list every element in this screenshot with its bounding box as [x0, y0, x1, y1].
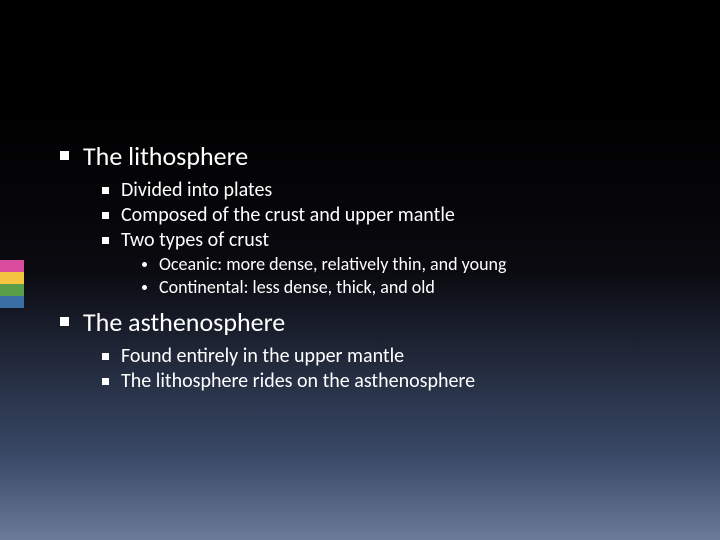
item-text: The lithosphere rides on the asthenosphe… — [121, 369, 475, 394]
slide-content: The lithosphere Divided into plates Comp… — [60, 140, 680, 394]
accent-stripe — [0, 296, 24, 308]
bullet-icon — [102, 353, 109, 360]
list-item: The lithosphere — [60, 140, 680, 172]
accent-stripe — [0, 260, 24, 272]
list-item: Continental: less dense, thick, and old — [142, 276, 680, 299]
item-text: The lithosphere — [83, 140, 248, 172]
bullet-icon — [102, 237, 109, 244]
list-item: Composed of the crust and upper mantle — [102, 203, 680, 228]
bullet-icon — [102, 187, 109, 194]
item-text: Oceanic: more dense, relatively thin, an… — [159, 253, 506, 276]
list-item: The lithosphere rides on the asthenosphe… — [102, 369, 680, 394]
item-text: The asthenosphere — [83, 306, 285, 338]
item-text: Divided into plates — [121, 178, 272, 203]
bullet-icon — [102, 378, 109, 385]
bullet-icon — [102, 212, 109, 219]
item-text: Composed of the crust and upper mantle — [121, 203, 455, 228]
accent-stripe — [0, 272, 24, 284]
bullet-icon — [60, 151, 69, 160]
list-item: The asthenosphere — [60, 306, 680, 338]
accent-stripe — [0, 284, 24, 296]
list-item: Divided into plates — [102, 178, 680, 203]
accent-bar — [0, 260, 24, 308]
item-text: Two types of crust — [121, 228, 269, 253]
item-text: Continental: less dense, thick, and old — [159, 276, 435, 299]
bullet-icon — [60, 317, 69, 326]
list-item: Two types of crust — [102, 228, 680, 253]
item-text: Found entirely in the upper mantle — [121, 344, 404, 369]
list-item: Oceanic: more dense, relatively thin, an… — [142, 253, 680, 276]
bullet-icon — [142, 262, 147, 267]
list-item: Found entirely in the upper mantle — [102, 344, 680, 369]
bullet-icon — [142, 285, 147, 290]
